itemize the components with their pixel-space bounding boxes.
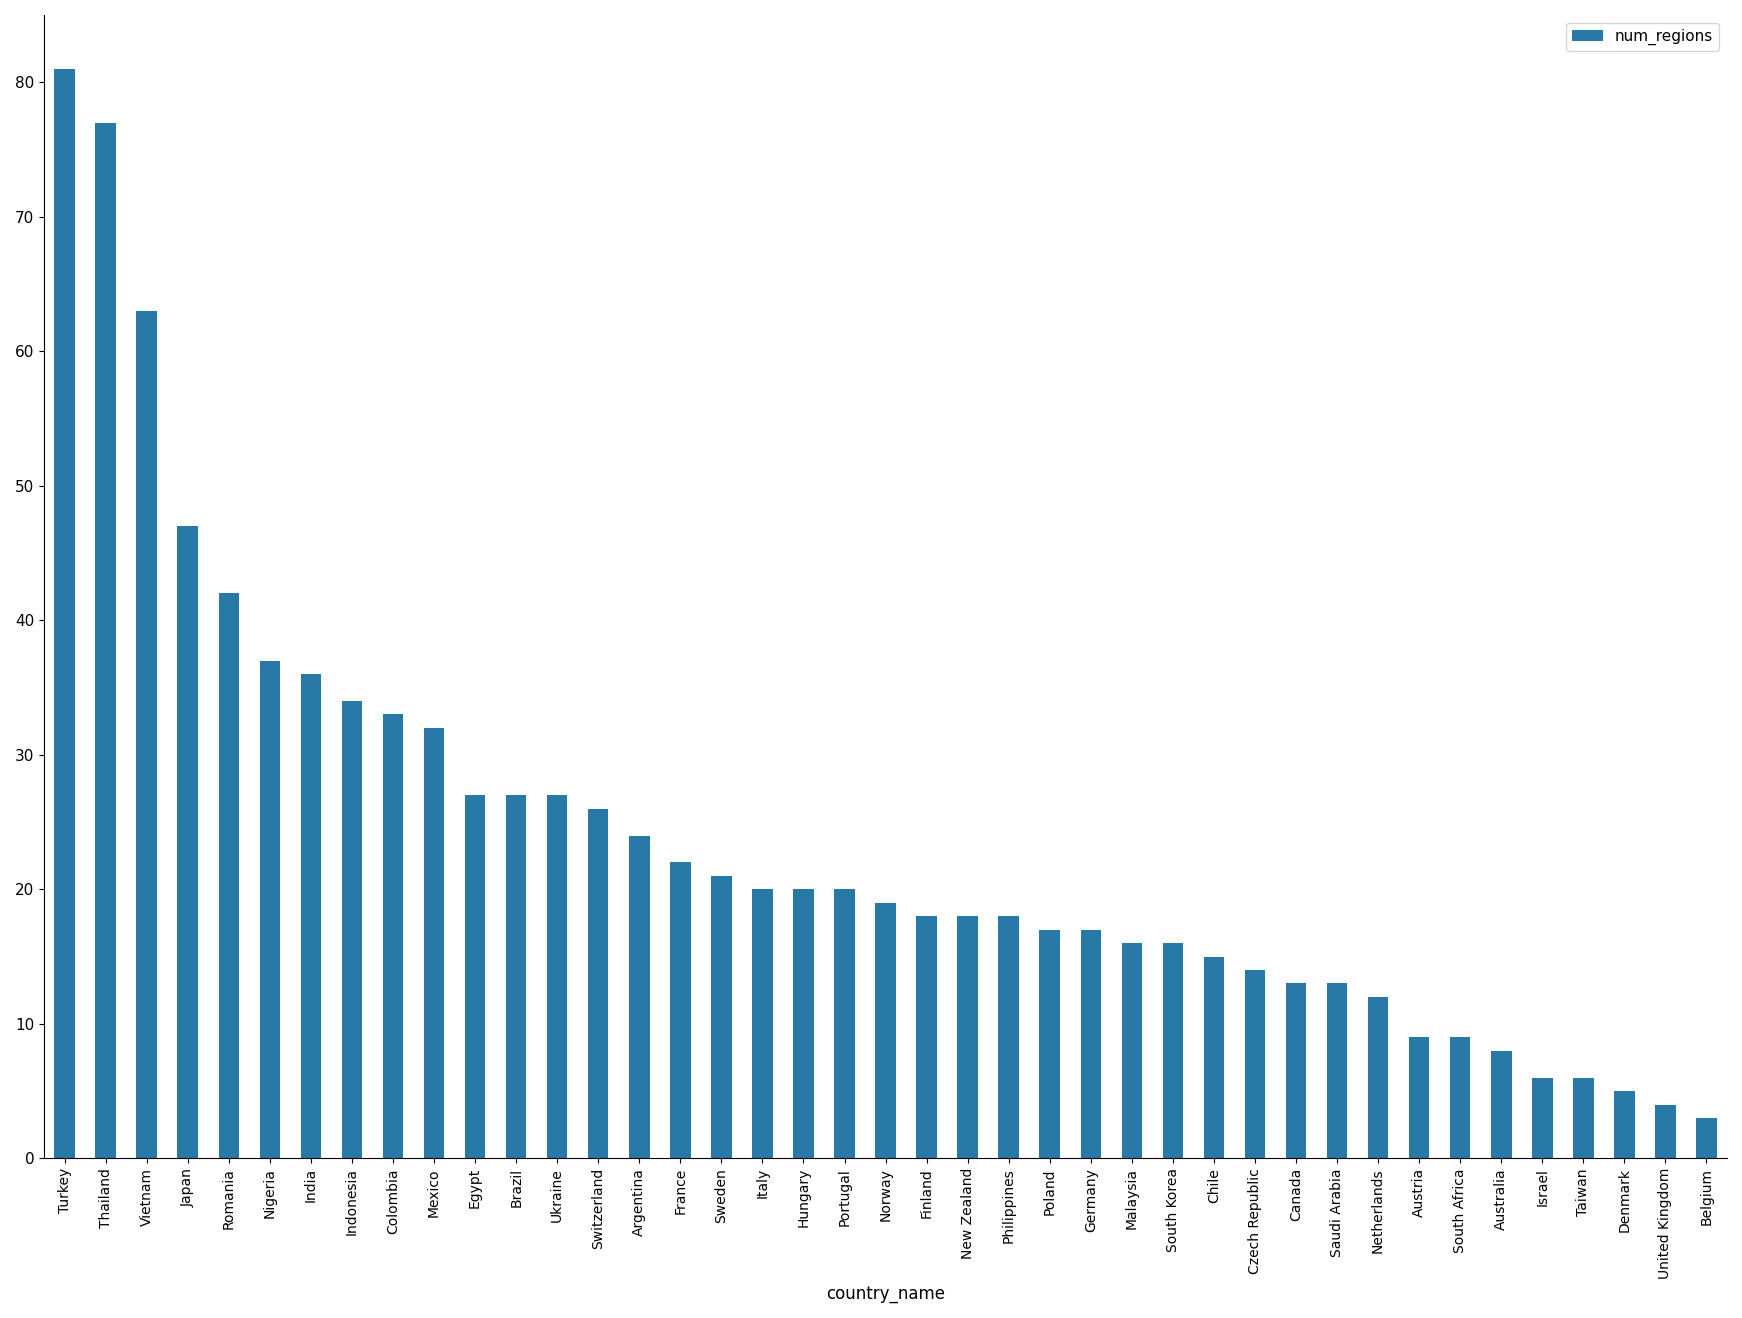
- X-axis label: country_name: country_name: [826, 1285, 946, 1304]
- Bar: [423, 728, 444, 1159]
- Bar: [1531, 1078, 1552, 1159]
- Bar: [753, 890, 773, 1159]
- Bar: [1246, 970, 1265, 1159]
- Bar: [260, 660, 280, 1159]
- Bar: [998, 916, 1019, 1159]
- Bar: [1409, 1037, 1430, 1159]
- Bar: [465, 795, 486, 1159]
- Bar: [1615, 1091, 1634, 1159]
- Bar: [1449, 1037, 1470, 1159]
- Bar: [916, 916, 937, 1159]
- Bar: [1367, 996, 1388, 1159]
- Legend: num_regions: num_regions: [1566, 22, 1719, 51]
- Bar: [1491, 1050, 1512, 1159]
- Bar: [96, 123, 117, 1159]
- Bar: [589, 809, 608, 1159]
- Bar: [1040, 929, 1059, 1159]
- Bar: [1204, 957, 1225, 1159]
- Bar: [1162, 944, 1183, 1159]
- Bar: [218, 593, 239, 1159]
- Bar: [505, 795, 526, 1159]
- Bar: [874, 903, 895, 1159]
- Bar: [958, 916, 977, 1159]
- Bar: [383, 714, 402, 1159]
- Bar: [1080, 929, 1101, 1159]
- Bar: [671, 862, 690, 1159]
- Bar: [136, 311, 157, 1159]
- Bar: [547, 795, 568, 1159]
- Bar: [1122, 944, 1143, 1159]
- Bar: [178, 526, 199, 1159]
- Bar: [793, 890, 814, 1159]
- Bar: [834, 890, 855, 1159]
- Bar: [1655, 1104, 1676, 1159]
- Bar: [711, 876, 732, 1159]
- Bar: [1286, 983, 1306, 1159]
- Bar: [1573, 1078, 1594, 1159]
- Bar: [629, 836, 650, 1159]
- Bar: [1327, 983, 1347, 1159]
- Bar: [341, 701, 362, 1159]
- Bar: [301, 673, 321, 1159]
- Bar: [1697, 1118, 1716, 1159]
- Bar: [54, 69, 75, 1159]
